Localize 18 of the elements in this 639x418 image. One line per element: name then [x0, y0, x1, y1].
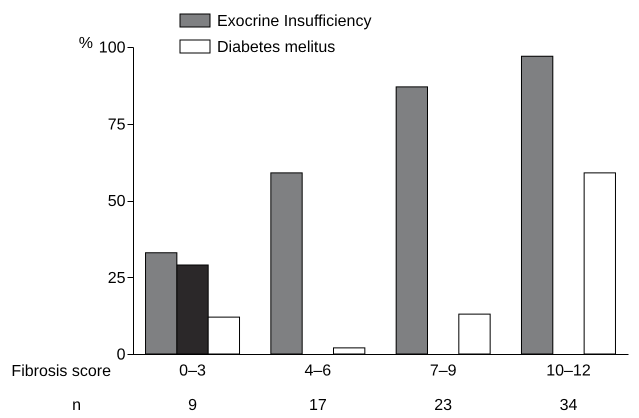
y-tick-label: 75 — [108, 116, 126, 134]
text: 17 — [308, 397, 327, 414]
y-axis-title: % — [78, 35, 93, 52]
x-tick-label: 4–6 — [304, 362, 332, 380]
text: 23 — [434, 397, 452, 414]
y-tick-label: 25 — [108, 270, 126, 287]
x-tick-label: 0–3 — [179, 362, 206, 380]
x-tick-label: 10–12 — [546, 362, 591, 380]
legend-label: Diabetes melitus — [217, 39, 336, 56]
text: 34 — [560, 397, 578, 414]
legend-label: Exocrine Insufficiency — [217, 13, 372, 30]
y-tick-label: 50 — [108, 193, 126, 210]
text: n — [72, 397, 81, 414]
x-axis-title: Fibrosis score — [11, 363, 112, 380]
x-tick-label: 7–9 — [430, 362, 457, 380]
y-tick-label: 0 — [116, 346, 126, 364]
text: 9 — [188, 397, 198, 414]
y-tick-label: 100 — [98, 40, 126, 56]
